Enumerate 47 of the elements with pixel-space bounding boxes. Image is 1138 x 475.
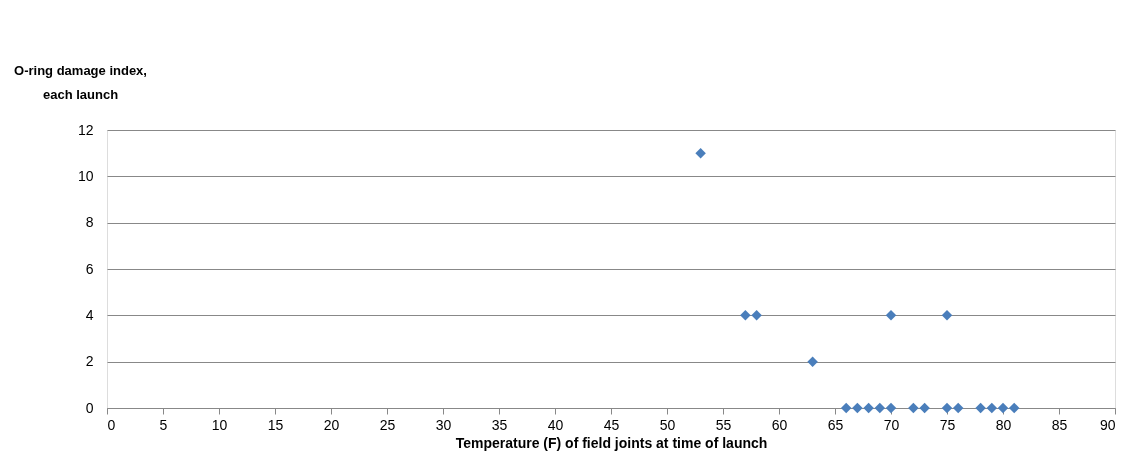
point <box>695 147 706 159</box>
y-axis-title: O-ring damage index, each launch <box>14 62 147 102</box>
x-tick-label: 70 <box>883 416 900 433</box>
point <box>740 310 751 321</box>
point <box>1008 402 1020 414</box>
point <box>885 402 897 414</box>
y-tick-label: 4 <box>85 306 94 323</box>
y-tick-label: 0 <box>85 399 94 416</box>
point <box>885 310 897 321</box>
point <box>941 402 953 414</box>
point <box>952 402 964 414</box>
y-tick-label: 8 <box>85 214 94 231</box>
point <box>863 402 874 414</box>
x-tick-label: 10 <box>211 416 228 433</box>
y-tick-label: 10 <box>77 167 94 184</box>
point <box>852 402 863 414</box>
point <box>975 402 986 414</box>
point <box>919 402 930 414</box>
x-axis-title: Temperature (F) of field joints at time of launch <box>455 434 768 451</box>
point <box>997 402 1009 414</box>
point <box>751 310 762 321</box>
point <box>840 402 852 414</box>
x-tick-label: 85 <box>1051 416 1068 433</box>
x-tick-label: 50 <box>659 416 676 433</box>
point <box>986 402 998 414</box>
point <box>874 402 886 414</box>
x-tick-label: 75 <box>939 416 956 433</box>
point <box>941 310 953 321</box>
x-tick-label: 40 <box>547 416 564 433</box>
x-tick-label: 45 <box>603 416 620 433</box>
x-tick-label: 35 <box>491 416 508 433</box>
x-tick-label: 15 <box>267 416 284 433</box>
x-tick-label: 5 <box>159 416 168 433</box>
x-tick-label: 80 <box>995 416 1012 433</box>
x-tick-label: 55 <box>715 416 732 433</box>
point <box>908 402 919 414</box>
x-tick-label: 20 <box>323 416 340 433</box>
point <box>807 356 818 367</box>
x-tick-label: 60 <box>771 416 788 433</box>
x-tick-label: 25 <box>379 416 396 433</box>
x-tick-label: 0 <box>107 416 116 433</box>
x-tick-label: 30 <box>435 416 452 433</box>
y-tick-label: 12 <box>77 121 94 138</box>
x-tick-label: 90 <box>1099 416 1116 433</box>
y-tick-label: 6 <box>85 260 94 277</box>
y-tick-label: 2 <box>85 353 94 370</box>
x-tick-label: 65 <box>827 416 844 433</box>
